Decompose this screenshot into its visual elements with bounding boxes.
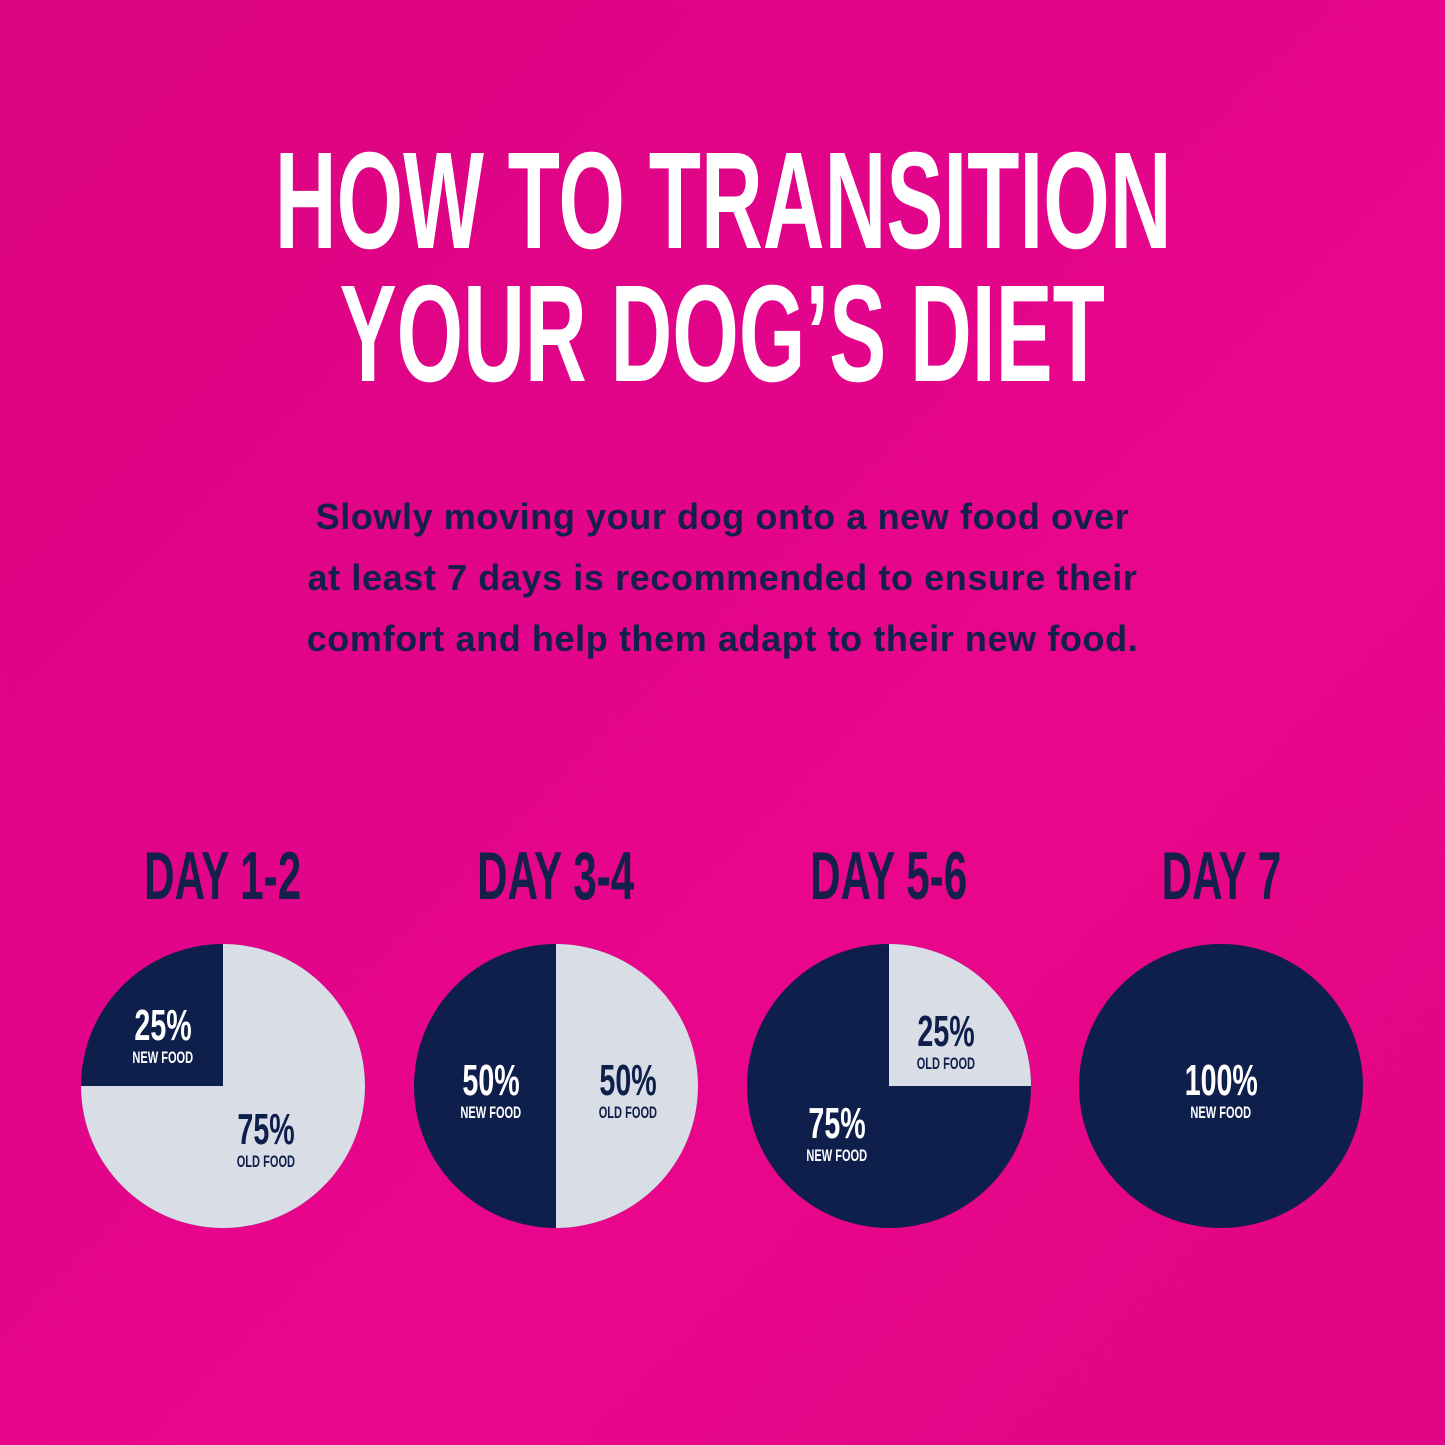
slice-caption: OLD FOOD [598, 1103, 658, 1122]
title-line-1: HOW TO TRANSITION [274, 124, 1172, 278]
slice-caption: NEW FOOD [806, 1146, 868, 1165]
slice-caption: NEW FOOD [132, 1048, 194, 1067]
day-label: DAY 3-4 [477, 838, 635, 914]
subtitle: Slowly moving your dog onto a new food o… [0, 486, 1445, 669]
pie-slice-label: 25% OLD FOOD [876, 1007, 1016, 1073]
title-line-2: YOUR DOG’S DIET [339, 257, 1106, 411]
pie-slice-label: 50% NEW FOOD [421, 1056, 561, 1122]
pie-slice-label: 75% OLD FOOD [196, 1105, 336, 1171]
slice-percent: 50% [462, 1056, 520, 1105]
subtitle-line: at least 7 days is recommended to ensure… [307, 557, 1138, 598]
day-label: DAY 5-6 [810, 838, 968, 914]
slice-percent: 25% [134, 1001, 192, 1050]
slice-caption: OLD FOOD [236, 1152, 296, 1171]
pie-slice-label: 25% NEW FOOD [93, 1001, 233, 1067]
pie-slice-old-food [81, 944, 365, 1228]
day-label: DAY 1-2 [144, 838, 302, 914]
pie-slice-old-food [889, 944, 1031, 1086]
slice-caption: NEW FOOD [1190, 1103, 1252, 1122]
pie-slice-label: 75% NEW FOOD [767, 1099, 907, 1165]
slice-caption: OLD FOOD [916, 1054, 976, 1073]
slice-percent: 75% [237, 1105, 295, 1154]
pie-slice-label: 100% NEW FOOD [1151, 1056, 1291, 1122]
pie-slice-label: 50% OLD FOOD [558, 1056, 698, 1122]
slice-percent: 50% [599, 1056, 657, 1105]
slice-caption: NEW FOOD [460, 1103, 522, 1122]
slice-percent: 25% [917, 1007, 975, 1056]
slice-percent: 75% [808, 1099, 866, 1148]
slice-percent: 100% [1184, 1056, 1258, 1105]
pie-slice-old-food [556, 944, 698, 1228]
subtitle-line: comfort and help them adapt to their new… [306, 618, 1139, 659]
subtitle-line: Slowly moving your dog onto a new food o… [315, 496, 1130, 537]
day-label: DAY 7 [1161, 838, 1281, 914]
pie-slice-new-food [1079, 944, 1363, 1228]
